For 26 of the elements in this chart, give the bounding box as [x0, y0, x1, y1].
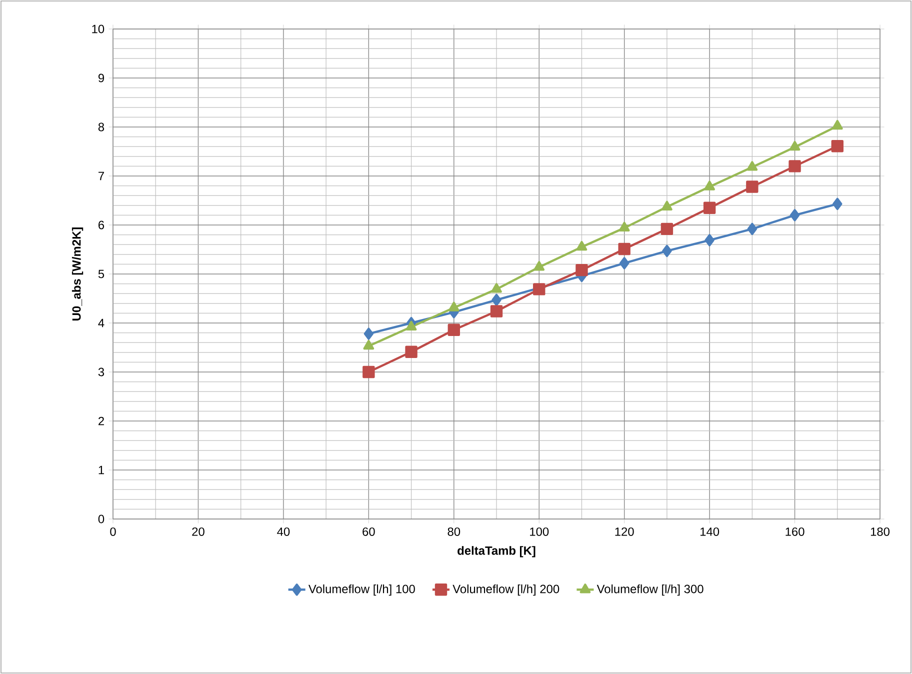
x-tick-label: 180	[870, 527, 890, 536]
legend-label: Volumeflow [l/h] 300	[596, 584, 704, 596]
legend-label: Volumeflow [l/h] 200	[452, 584, 560, 596]
y-axis-title: U0_abs [W/m2K]	[72, 228, 84, 320]
y-tick-label: 4	[98, 318, 104, 328]
y-tick-label: 9	[98, 74, 104, 82]
y-tick-label: 7	[98, 172, 104, 180]
y-tick-label: 6	[98, 220, 104, 230]
x-tick-label: 80	[448, 527, 460, 536]
x-axis-title: deltaTamb [K]	[458, 546, 536, 558]
x-tick-label: 140	[700, 527, 720, 536]
x-tick-label: 160	[786, 527, 804, 536]
y-tick-label: 5	[98, 270, 104, 278]
y-tick-label: 3	[98, 368, 104, 376]
x-tick-label: 40	[277, 527, 290, 536]
legend-label: Volumeflow [l/h] 100	[308, 584, 415, 596]
x-tick-label: 20	[192, 527, 204, 536]
y-tick-label: 1	[98, 466, 104, 474]
y-tick-label: 2	[98, 416, 104, 426]
y-tick-label: 0	[98, 514, 104, 524]
y-tick-label: 8	[98, 122, 104, 132]
x-tick-label: 0	[110, 527, 116, 536]
x-tick-label: 60	[362, 527, 375, 536]
x-tick-label: 120	[615, 527, 634, 536]
x-tick-label: 100	[530, 527, 549, 536]
y-tick-label: 10	[92, 24, 104, 34]
